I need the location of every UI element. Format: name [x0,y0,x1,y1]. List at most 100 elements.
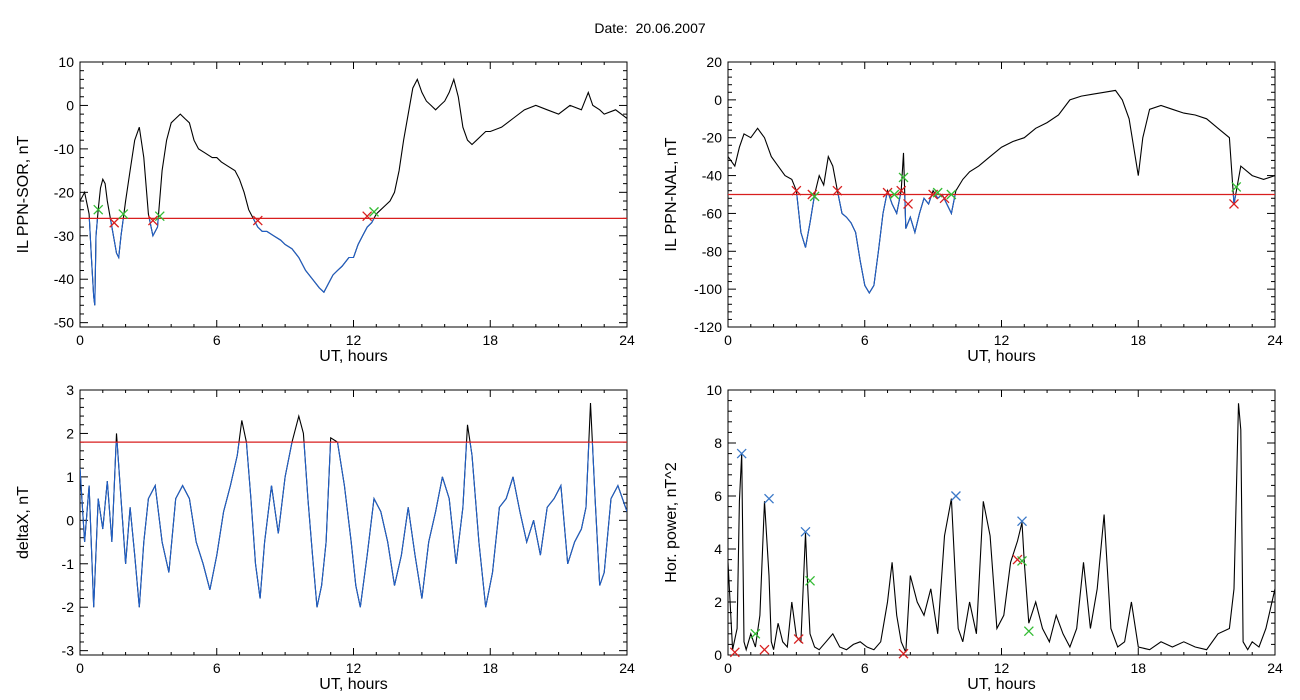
marker-x [946,189,957,200]
x-tick-label: 24 [619,660,635,676]
marker-x [1017,516,1027,527]
marker-x [898,172,909,183]
y-tick-label: -20 [702,130,722,146]
marker-x [764,493,774,504]
y-tick-label: 2 [714,594,722,610]
plot-frame [727,389,1276,656]
y-axis-label: deltaX, nT [15,486,32,559]
y-tick-label: -120 [694,319,722,335]
y-tick-label: 4 [714,541,722,557]
x-axis-label: UT, hours [319,348,387,365]
marker-x [93,204,104,215]
marker-x [1231,181,1242,192]
x-tick-label: 24 [1267,660,1283,676]
marker-x [154,211,165,222]
series-line-below-threshold [796,194,1237,294]
marker-x [939,193,950,204]
marker-x [750,628,761,639]
series-line-below-threshold [80,442,627,608]
x-tick-label: 12 [346,332,362,348]
plot-frame [79,61,628,328]
marker-x [118,209,129,220]
marker-x [736,448,747,459]
marker-x [889,189,900,200]
marker-x [252,215,263,226]
y-tick-label: 0 [714,92,722,108]
x-tick-label: 24 [1267,332,1283,348]
marker-x [759,644,770,655]
marker-x [1023,626,1034,637]
marker-x [369,206,379,217]
x-tick-label: 18 [1130,660,1146,676]
marker-x [805,575,816,586]
marker-x [109,217,120,228]
x-tick-label: 18 [482,332,498,348]
marker-x [932,187,943,198]
y-tick-label: -2 [62,599,75,615]
y-tick-label: 0 [66,512,74,528]
y-tick-label: -1 [62,556,75,572]
x-tick-label: 0 [76,332,84,348]
y-tick-label: -20 [54,184,74,200]
x-tick-label: 0 [724,660,732,676]
series-line [728,403,1275,653]
x-tick-label: 18 [1130,332,1146,348]
y-tick-label: 3 [66,382,74,398]
y-tick-label: -40 [54,271,74,287]
y-tick-label: -100 [694,281,722,297]
y-tick-label: 2 [66,425,74,441]
x-tick-label: 0 [76,660,84,676]
marker-x [362,211,373,222]
x-tick-label: 6 [213,660,221,676]
x-tick-label: 12 [346,660,362,676]
y-axis-label: IL PPN-NAL, nT [663,137,680,251]
marker-x [147,215,158,226]
y-tick-label: -80 [702,243,722,259]
y-axis-label: IL PPN-SOR, nT [15,135,32,253]
marker-x [809,191,820,202]
y-tick-label: 1 [66,469,74,485]
marker-x [896,185,907,196]
y-tick-label: -30 [54,228,74,244]
y-tick-label: -3 [62,643,75,659]
x-tick-label: 12 [994,660,1010,676]
x-tick-label: 24 [619,332,635,348]
x-tick-label: 6 [861,332,869,348]
y-tick-label: 8 [714,435,722,451]
series-line-below-threshold [88,218,375,306]
y-tick-label: 10 [58,54,74,70]
series-line [80,77,627,306]
figure-title: Date: 20.06.2007 [594,20,706,36]
y-tick-label: 6 [714,488,722,504]
marker-x [793,634,804,645]
y-tick-label: -10 [54,141,74,157]
series-line [80,402,627,608]
x-axis-label: UT, hours [967,676,1035,693]
y-tick-label: -50 [54,315,74,331]
y-tick-label: -60 [702,205,722,221]
chart-panel-1: 0 6 12 18 24 -50 -40 -30 -20 -10 0 10 UT, hours IL PP… [15,54,635,365]
marker-x [1229,199,1239,209]
x-tick-label: 6 [213,332,221,348]
x-tick-label: 12 [994,332,1010,348]
y-tick-label: 0 [714,647,722,663]
x-tick-label: 18 [482,660,498,676]
x-tick-label: 6 [861,660,869,676]
marker-x [898,648,909,659]
y-tick-label: 0 [66,97,74,113]
marker-x [800,526,811,537]
marker-x [832,185,843,196]
chart-panel-2: 0 6 12 18 24 -120 -100 -80 -60 -40 -20 0 20 UT, hours… [663,54,1283,365]
x-axis-label: UT, hours [967,348,1035,365]
marker-x [1017,555,1027,566]
y-tick-label: 10 [706,382,722,398]
y-tick-label: 20 [706,54,722,70]
marker-x [903,199,914,209]
y-axis-label: Hor. power, nT^2 [663,462,680,583]
marker-x [791,185,802,196]
marker-x [950,491,961,501]
x-tick-label: 0 [724,332,732,348]
